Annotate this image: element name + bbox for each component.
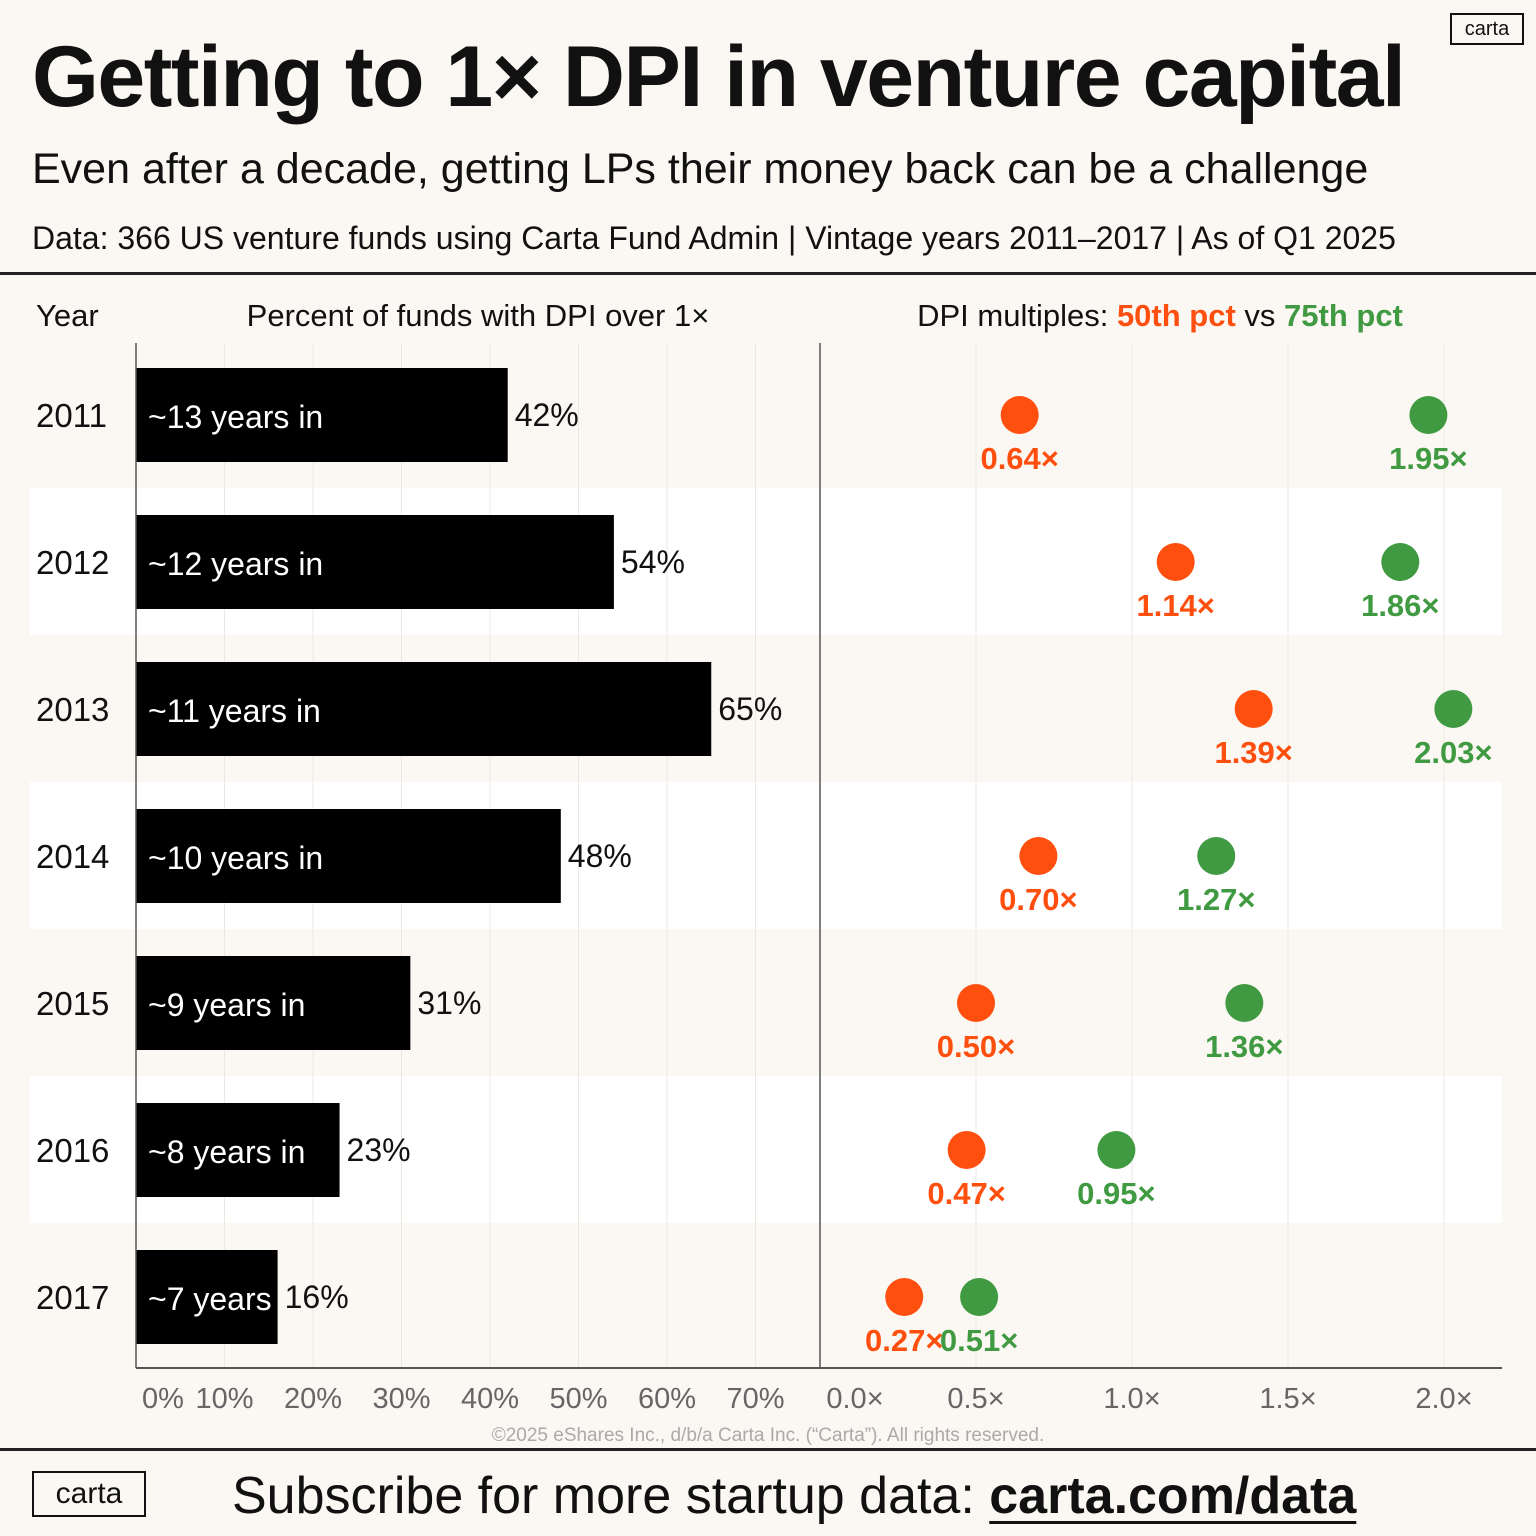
x-tick-label: 0.0× bbox=[826, 1383, 883, 1415]
page-title: Getting to 1× DPI in venture capital bbox=[32, 29, 1406, 125]
copyright: ©2025 eShares Inc., d/b/a Carta Inc. (“C… bbox=[492, 1425, 1045, 1446]
value-label-50th: 1.14× bbox=[1136, 588, 1214, 623]
chart: Year Percent of funds with DPI over 1× DPI… bbox=[30, 298, 1502, 1446]
x-tick-label: 60% bbox=[638, 1383, 696, 1415]
value-label-50th: 0.50× bbox=[937, 1029, 1015, 1064]
year-header: Year bbox=[36, 298, 99, 333]
bar-value-label: 16% bbox=[285, 1279, 349, 1315]
bar bbox=[136, 662, 712, 756]
x-tick-label: 1.5× bbox=[1259, 1383, 1316, 1415]
dot-75th bbox=[1381, 543, 1420, 581]
value-label-75th: 0.95× bbox=[1077, 1176, 1155, 1211]
year-label: 2011 bbox=[36, 397, 107, 434]
bar-inner-label: ~9 years in bbox=[148, 987, 305, 1023]
x-tick-label: 70% bbox=[726, 1383, 784, 1415]
bar bbox=[136, 956, 411, 1050]
bar-inner-label: ~7 years bbox=[148, 1281, 272, 1317]
dot-50th bbox=[1156, 543, 1195, 581]
dot-75th bbox=[960, 1278, 999, 1316]
bar-value-label: 31% bbox=[417, 985, 481, 1021]
dot-75th bbox=[1434, 690, 1473, 728]
dot-75th bbox=[1225, 984, 1264, 1022]
value-label-75th: 1.95× bbox=[1389, 441, 1467, 476]
bar-value-label: 65% bbox=[718, 691, 782, 727]
legend-75th: 75th pct bbox=[1284, 298, 1403, 333]
dot-50th bbox=[957, 984, 995, 1022]
x-tick-label: 1.0× bbox=[1103, 1383, 1160, 1415]
carta-data-link[interactable]: carta.com/data bbox=[989, 1467, 1357, 1525]
bar-inner-label: ~10 years in bbox=[148, 840, 323, 876]
bar bbox=[136, 809, 561, 903]
title-vs: vs bbox=[1236, 298, 1284, 333]
title-prefix: DPI multiples: bbox=[917, 298, 1117, 333]
dot-75th bbox=[1097, 1131, 1136, 1169]
x-tick-label: 0.5× bbox=[947, 1383, 1004, 1415]
year-label: 2015 bbox=[36, 985, 109, 1022]
x-tick-label: 2.0× bbox=[1415, 1383, 1472, 1415]
value-label-50th: 0.47× bbox=[927, 1176, 1005, 1211]
carta-logo-footer: carta bbox=[32, 1471, 146, 1517]
carta-logo: carta bbox=[1450, 13, 1524, 45]
value-label-50th: 1.39× bbox=[1214, 735, 1292, 770]
x-tick-label: 50% bbox=[549, 1383, 607, 1415]
footer-divider bbox=[0, 1448, 1536, 1451]
value-label-50th: 0.64× bbox=[980, 441, 1058, 476]
bar-value-label: 48% bbox=[568, 838, 632, 874]
value-label-50th: 0.70× bbox=[999, 882, 1077, 917]
dot-75th bbox=[1197, 837, 1236, 875]
x-tick-label: 20% bbox=[284, 1383, 342, 1415]
dot-chart-title: DPI multiples: 50th pct vs 75th pct bbox=[917, 298, 1403, 333]
x-tick-label: 30% bbox=[372, 1383, 430, 1415]
footer-cta: Subscribe for more startup data: carta.c… bbox=[232, 1466, 1356, 1526]
bar-chart-title: Percent of funds with DPI over 1× bbox=[247, 298, 710, 333]
dot-50th bbox=[885, 1278, 924, 1316]
value-label-75th: 1.86× bbox=[1361, 588, 1439, 623]
value-label-50th: 0.27× bbox=[865, 1323, 943, 1358]
bar-inner-label: ~12 years in bbox=[148, 546, 323, 582]
x-tick-label: 40% bbox=[461, 1383, 519, 1415]
year-label: 2013 bbox=[36, 691, 109, 728]
x-tick-label: 10% bbox=[195, 1383, 253, 1415]
dot-50th bbox=[1234, 690, 1273, 728]
bar bbox=[136, 1103, 340, 1197]
bar-inner-label: ~11 years in bbox=[148, 693, 321, 729]
footer-cta-text: Subscribe for more startup data: bbox=[232, 1467, 990, 1525]
value-label-75th: 0.51× bbox=[940, 1323, 1018, 1358]
year-label: 2017 bbox=[36, 1279, 109, 1316]
dot-50th bbox=[947, 1131, 986, 1169]
bar-inner-label: ~8 years in bbox=[148, 1134, 305, 1170]
data-source-line: Data: 366 US venture funds using Carta F… bbox=[32, 220, 1396, 256]
bar-value-label: 42% bbox=[515, 397, 579, 433]
header-divider bbox=[0, 272, 1536, 275]
value-label-75th: 1.27× bbox=[1177, 882, 1255, 917]
x-tick-label: 0% bbox=[142, 1383, 184, 1415]
legend-50th: 50th pct bbox=[1117, 298, 1236, 333]
year-label: 2016 bbox=[36, 1132, 109, 1169]
bar-value-label: 23% bbox=[347, 1132, 411, 1168]
dot-50th bbox=[1019, 837, 1058, 875]
bar-inner-label: ~13 years in bbox=[148, 399, 323, 435]
year-label: 2012 bbox=[36, 544, 109, 581]
dot-75th bbox=[1409, 396, 1448, 434]
bar-value-label: 54% bbox=[621, 544, 685, 580]
dot-50th bbox=[1000, 396, 1039, 434]
subtitle: Even after a decade, getting LPs their m… bbox=[32, 145, 1369, 193]
year-label: 2014 bbox=[36, 838, 109, 875]
value-label-75th: 1.36× bbox=[1205, 1029, 1283, 1064]
bar bbox=[136, 368, 508, 462]
bar bbox=[136, 1250, 278, 1344]
bar bbox=[136, 515, 614, 609]
value-label-75th: 2.03× bbox=[1414, 735, 1492, 770]
